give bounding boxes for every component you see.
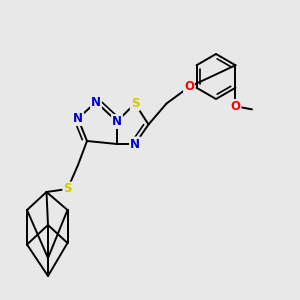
Text: N: N [130,137,140,151]
Text: O: O [230,100,241,113]
Text: N: N [91,95,101,109]
Text: O: O [184,80,194,94]
Text: N: N [73,112,83,125]
Text: S: S [131,97,139,110]
Text: S: S [63,182,72,196]
Text: N: N [112,115,122,128]
